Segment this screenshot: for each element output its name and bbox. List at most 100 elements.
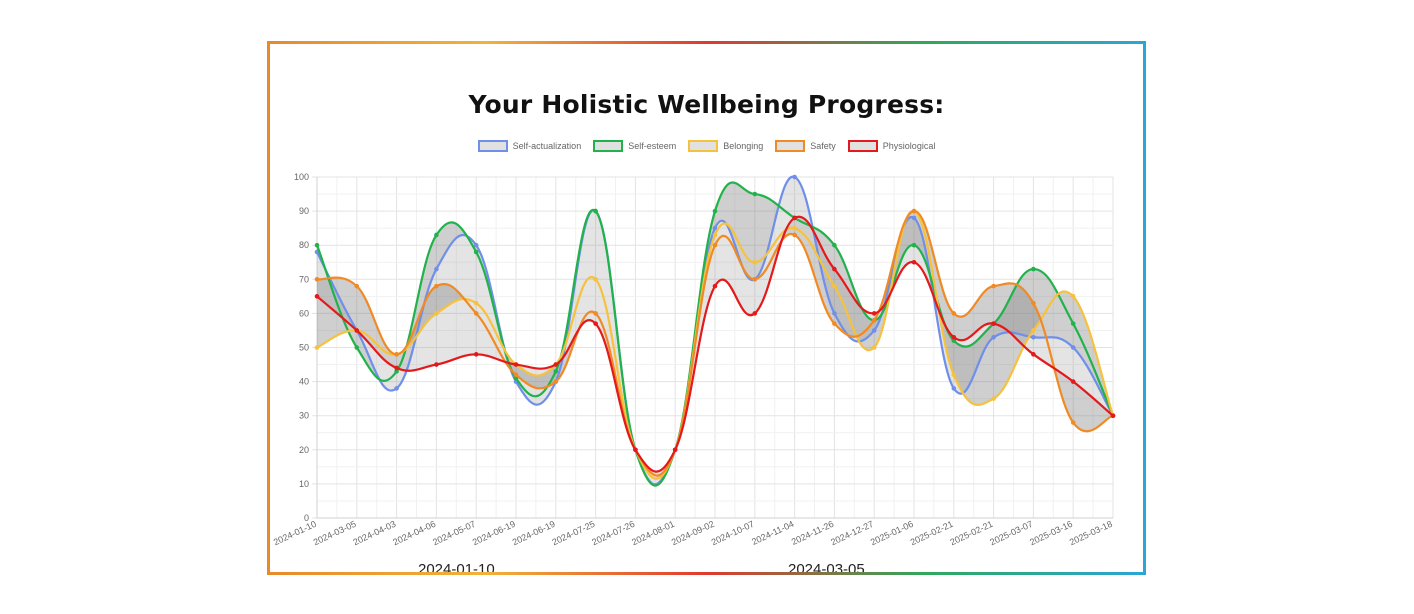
data-point-5-14 xyxy=(832,266,837,272)
x-tick-label: 2025-03-07 xyxy=(988,519,1034,548)
x-tick-label: 2024-12-27 xyxy=(829,519,875,548)
data-point-5-2 xyxy=(354,328,360,333)
data-point-1-18 xyxy=(991,334,996,340)
chart-legend: Self-actualization Self-esteem Belonging Sa… xyxy=(270,140,1143,152)
data-point-4-18 xyxy=(991,283,996,289)
line-chart-plot: 0 10 20 30 40 50 60 70 80 90 100 2024-01-102024-03-… xyxy=(272,172,1116,548)
data-point-1-15 xyxy=(871,328,877,333)
legend-label: Self-actualization xyxy=(512,141,582,151)
data-point-1-11 xyxy=(712,225,718,231)
data-point-5-13 xyxy=(792,215,797,221)
legend-label: Self-esteem xyxy=(628,141,677,151)
x-tick-label: 2025-03-16 xyxy=(1028,519,1074,548)
x-tick-label: 2024-07-26 xyxy=(590,519,636,548)
data-point-4-12 xyxy=(752,277,758,282)
data-point-1-14 xyxy=(832,311,837,316)
y-tick-label: 10 xyxy=(299,479,309,489)
x-tick-label: 2024-01-10 xyxy=(272,519,318,548)
data-point-4-15 xyxy=(871,317,877,323)
data-point-2-14 xyxy=(832,242,837,248)
legend-item-1[interactable]: Self-actualization xyxy=(477,140,582,152)
data-point-4-3 xyxy=(394,352,399,357)
x-tick-label: 2024-09-02 xyxy=(670,519,716,548)
x-tick-label: 2024-07-25 xyxy=(550,519,596,548)
data-point-2-2 xyxy=(354,345,360,350)
data-point-5-18 xyxy=(991,321,996,326)
x-tick-label: 2024-06-19 xyxy=(471,519,517,548)
legend-swatch xyxy=(477,140,508,152)
data-point-5-6 xyxy=(513,362,519,367)
legend-item-4[interactable]: Safety xyxy=(775,140,836,152)
x-tick-label: 2024-08-01 xyxy=(630,519,676,548)
data-point-4-7 xyxy=(553,379,559,384)
data-point-5-11 xyxy=(712,283,718,289)
legend-label: Physiological xyxy=(882,141,936,151)
x-tick-label: 2025-03-18 xyxy=(1068,519,1114,548)
y-tick-label: 0 xyxy=(304,513,309,523)
data-point-5-19 xyxy=(1031,352,1036,357)
data-point-4-17 xyxy=(951,311,957,316)
data-point-2-20 xyxy=(1070,321,1076,326)
data-point-2-5 xyxy=(473,249,479,255)
series-fill-4 xyxy=(317,211,1113,476)
data-point-3-1 xyxy=(314,345,320,350)
y-tick-label: 30 xyxy=(299,411,309,421)
data-point-2-1 xyxy=(314,242,320,248)
data-point-3-5 xyxy=(473,300,479,306)
data-point-3-4 xyxy=(434,311,439,316)
data-point-5-15 xyxy=(871,311,877,316)
data-point-1-17 xyxy=(951,386,957,391)
x-tick-label: 2024-11-04 xyxy=(750,519,795,547)
data-point-2-11 xyxy=(712,208,718,214)
data-point-4-5 xyxy=(473,311,479,316)
x-tick-label: 2024-06-19 xyxy=(511,519,557,548)
data-point-5-16 xyxy=(911,259,917,265)
data-point-3-13 xyxy=(792,225,797,231)
data-point-5-1 xyxy=(314,294,320,299)
data-point-2-7 xyxy=(553,369,559,374)
data-point-1-3 xyxy=(394,386,399,391)
data-point-1-4 xyxy=(434,266,439,272)
y-tick-label: 80 xyxy=(299,240,309,250)
x-tick-label: 2024-05-07 xyxy=(431,519,477,548)
x-tick-label: 2025-01-06 xyxy=(869,519,915,548)
data-point-1-5 xyxy=(473,242,479,248)
data-point-4-2 xyxy=(354,283,360,289)
x-tick-label: 2024-04-03 xyxy=(351,519,397,548)
legend-item-3[interactable]: Belonging xyxy=(688,140,763,152)
data-point-4-13 xyxy=(792,232,797,238)
x-tick-label: 2024-04-06 xyxy=(391,519,437,548)
data-point-5-12 xyxy=(752,311,758,316)
data-point-4-20 xyxy=(1070,420,1076,425)
chart-title: Your Holistic Wellbeing Progress: xyxy=(468,90,945,119)
data-point-5-9 xyxy=(633,447,638,453)
chart-frame: Your Holistic Wellbeing Progress: Self-a… xyxy=(267,41,1146,575)
data-point-5-10 xyxy=(672,447,678,453)
data-point-5-20 xyxy=(1070,379,1076,384)
data-point-5-7 xyxy=(553,362,559,367)
y-tick-label: 100 xyxy=(294,172,309,182)
y-tick-label: 20 xyxy=(299,445,309,455)
data-point-1-13 xyxy=(792,174,797,180)
legend-item-2[interactable]: Self-esteem xyxy=(593,140,676,152)
x-tick-label: 2025-02-21 xyxy=(909,519,955,548)
data-point-5-5 xyxy=(473,352,479,357)
data-point-4-19 xyxy=(1031,300,1036,306)
data-point-4-6 xyxy=(513,372,519,378)
data-point-5-8 xyxy=(593,321,598,326)
data-point-2-16 xyxy=(911,242,917,248)
data-point-3-18 xyxy=(991,396,996,401)
data-point-3-20 xyxy=(1070,294,1076,299)
legend-item-5[interactable]: Physiological xyxy=(847,140,936,152)
data-point-4-1 xyxy=(314,277,320,282)
data-point-5-3 xyxy=(394,365,399,371)
data-point-3-14 xyxy=(832,283,837,289)
legend-swatch xyxy=(775,140,806,152)
footer-date-label-2: 2024-03-05 xyxy=(788,561,865,575)
x-tick-label: 2025-02-21 xyxy=(948,519,994,548)
x-tick-label: 2024-10-07 xyxy=(710,519,756,548)
legend-swatch xyxy=(688,140,719,152)
legend-label: Safety xyxy=(810,141,836,151)
data-point-2-4 xyxy=(434,232,439,238)
data-point-1-20 xyxy=(1070,345,1076,350)
